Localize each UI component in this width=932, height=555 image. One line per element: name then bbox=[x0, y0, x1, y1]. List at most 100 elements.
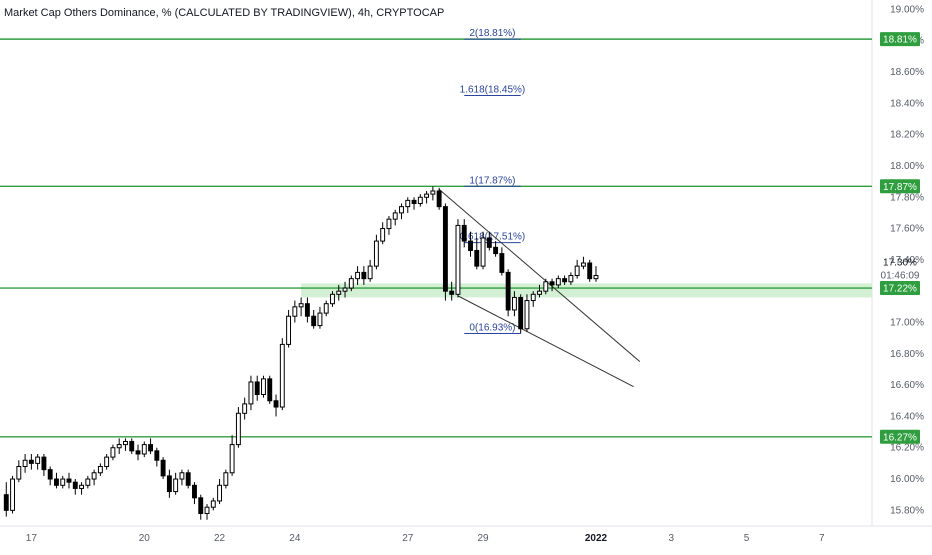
candle-body bbox=[91, 472, 97, 480]
candle-body bbox=[543, 281, 549, 292]
trendline-upper bbox=[438, 189, 641, 363]
candle-body bbox=[273, 400, 279, 408]
fib-level-label: 2(18.81%) bbox=[469, 28, 515, 39]
candle-body bbox=[279, 343, 285, 408]
y-tick-label: 18.60% bbox=[890, 67, 924, 78]
x-tick-label: 2022 bbox=[585, 533, 608, 544]
y-tick-label: 17.80% bbox=[890, 192, 924, 203]
fib-level-label: 1.618(18.45%) bbox=[460, 84, 526, 95]
candle-body bbox=[141, 444, 147, 455]
fib-level-label: 0.618(17.51%) bbox=[460, 232, 526, 243]
candle-body bbox=[455, 224, 461, 295]
candle-body bbox=[254, 381, 260, 396]
candle-body bbox=[537, 290, 542, 295]
x-tick-label: 3 bbox=[668, 533, 674, 544]
candle-body bbox=[574, 265, 580, 277]
candle-body bbox=[173, 478, 179, 493]
candle-body bbox=[499, 253, 505, 273]
candle-body bbox=[235, 412, 241, 446]
candle-body bbox=[461, 224, 467, 242]
candle-body bbox=[311, 315, 317, 327]
candle-body bbox=[210, 500, 216, 508]
candle-body bbox=[348, 278, 354, 289]
candle-body bbox=[555, 278, 561, 286]
candle-body bbox=[568, 275, 574, 283]
candle-body bbox=[505, 271, 511, 311]
y-tick-label: 17.00% bbox=[890, 317, 924, 328]
fib-level-label: 1(17.87%) bbox=[469, 175, 515, 186]
y-tick-label: 16.20% bbox=[890, 443, 924, 454]
candle-body bbox=[304, 303, 310, 317]
candle-body bbox=[424, 193, 430, 198]
x-tick-label: 24 bbox=[289, 533, 301, 544]
candle-body bbox=[10, 478, 15, 511]
candle-body bbox=[248, 381, 254, 405]
candle-body bbox=[361, 271, 367, 280]
candle-body bbox=[79, 484, 84, 489]
candle-body bbox=[562, 278, 568, 283]
candle-body bbox=[35, 456, 41, 464]
y-tick-label: 18.00% bbox=[890, 161, 924, 172]
price-axis-background bbox=[872, 0, 932, 550]
candle-body bbox=[442, 206, 448, 292]
candle-body bbox=[22, 459, 28, 468]
candle-body bbox=[336, 290, 342, 295]
candle-body bbox=[298, 303, 304, 308]
candle-body bbox=[217, 484, 223, 502]
candle-body bbox=[587, 262, 593, 280]
candle-body bbox=[355, 271, 361, 280]
candle-body bbox=[261, 378, 266, 396]
candle-body bbox=[411, 199, 417, 205]
candle-body bbox=[154, 450, 160, 461]
x-tick-label: 27 bbox=[402, 533, 414, 544]
y-tick-label: 18.40% bbox=[890, 98, 924, 109]
candle-body bbox=[223, 472, 229, 486]
candle-body bbox=[580, 262, 586, 267]
candle-body bbox=[405, 199, 411, 208]
x-tick-label: 20 bbox=[139, 533, 151, 544]
candle-body bbox=[192, 484, 197, 499]
fib-level-label: 0(16.93%) bbox=[469, 322, 515, 333]
candle-body bbox=[549, 281, 555, 286]
candle-body bbox=[468, 240, 473, 251]
plot-background bbox=[0, 0, 872, 526]
candle-body bbox=[480, 237, 486, 267]
y-tick-label: 16.00% bbox=[890, 474, 924, 485]
candle-body bbox=[60, 478, 66, 486]
level-badge-label: 17.87% bbox=[883, 182, 917, 193]
candle-body bbox=[242, 403, 248, 414]
x-tick-label: 5 bbox=[744, 533, 750, 544]
candle-body bbox=[66, 478, 72, 483]
candle-body bbox=[367, 265, 373, 280]
current-price-label: 17.30% bbox=[883, 258, 917, 269]
level-badge-label: 16.27% bbox=[883, 432, 917, 443]
level-badge bbox=[880, 32, 920, 47]
candle-body bbox=[323, 303, 329, 314]
level-badge-label: 18.81% bbox=[883, 35, 917, 46]
trendline-lower bbox=[457, 295, 634, 388]
level-badge bbox=[880, 179, 920, 194]
bar-countdown-label: 01:46:09 bbox=[881, 271, 920, 282]
y-tick-label: 18.20% bbox=[890, 130, 924, 141]
x-tick-label: 7 bbox=[819, 533, 825, 544]
candle-body bbox=[116, 444, 122, 449]
candle-body bbox=[135, 450, 141, 455]
x-tick-label: 29 bbox=[477, 533, 489, 544]
candle-body bbox=[16, 466, 22, 480]
level-badge bbox=[880, 281, 920, 296]
candle-body bbox=[474, 249, 480, 267]
candle-body bbox=[380, 228, 386, 242]
candle-body bbox=[392, 212, 398, 220]
candle-body bbox=[160, 459, 166, 477]
candle-body bbox=[97, 466, 103, 474]
candle-body bbox=[524, 300, 530, 330]
candle-body bbox=[436, 190, 442, 208]
candle-body bbox=[342, 287, 348, 292]
candle-body bbox=[530, 293, 536, 302]
candle-body bbox=[417, 196, 423, 205]
candle-body bbox=[229, 444, 235, 474]
y-tick-label: 16.40% bbox=[890, 411, 924, 422]
candle-body bbox=[148, 444, 154, 452]
candle-body bbox=[430, 190, 436, 195]
candle-body bbox=[129, 440, 135, 452]
